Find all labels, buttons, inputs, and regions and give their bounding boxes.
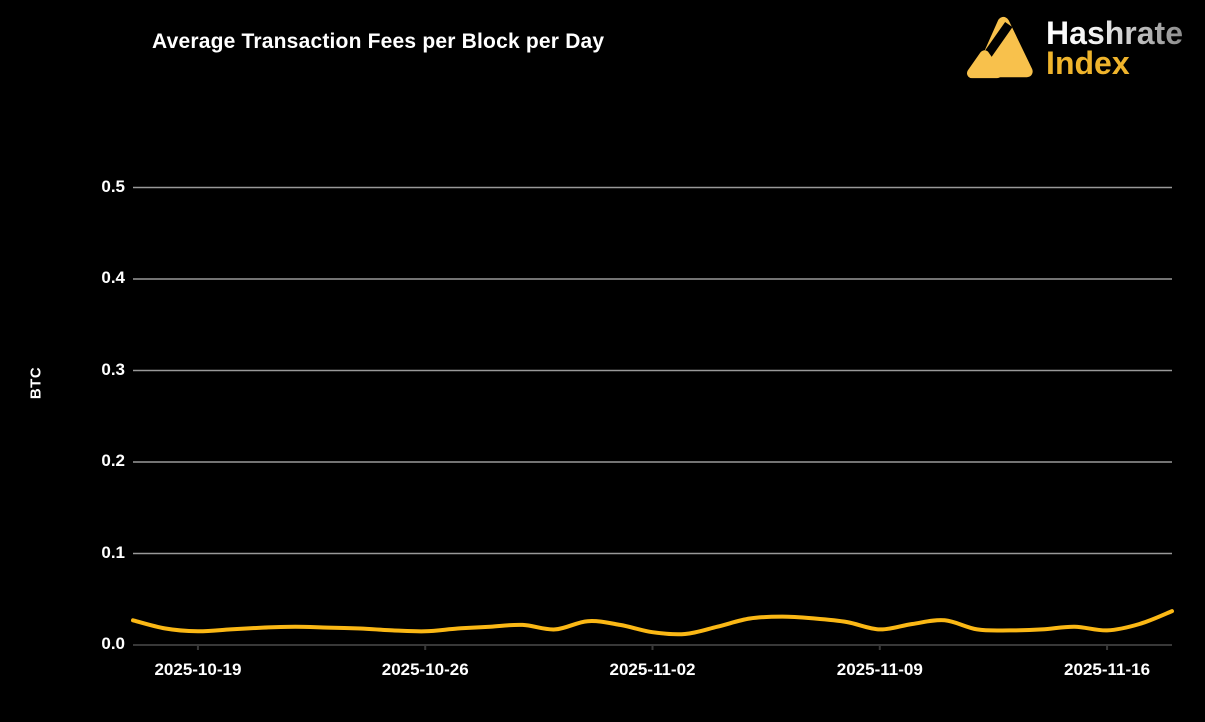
y-tick-label-0.4: 0.4 bbox=[101, 268, 125, 287]
x-tick-label-2025-11-02: 2025-11-02 bbox=[609, 660, 696, 679]
y-tick-label-0.3: 0.3 bbox=[101, 359, 125, 379]
logo-text-hashrate: Hashrate bbox=[1046, 15, 1183, 51]
y-tick-label-0.5: 0.5 bbox=[101, 176, 125, 196]
logo-text-index: Index bbox=[1046, 45, 1130, 81]
y-tick-label-0.1: 0.1 bbox=[101, 542, 125, 562]
chart-title: Average Transaction Fees per Block per D… bbox=[152, 30, 605, 53]
hashrate-index-logo-icon bbox=[962, 16, 1033, 84]
x-tick-label-2025-10-26: 2025-10-26 bbox=[381, 660, 469, 679]
x-tick-label-2025-10-19: 2025-10-19 bbox=[154, 660, 242, 679]
x-tick-label-2025-11-16: 2025-11-16 bbox=[1064, 660, 1151, 679]
y-tick-label-0.2: 0.2 bbox=[101, 451, 125, 470]
logo-wordmark: Hashrate Index bbox=[1046, 15, 1183, 81]
hashrate-index-logo: Hashrate Index bbox=[962, 12, 1183, 84]
x-tick-label-2025-11-09: 2025-11-09 bbox=[836, 660, 923, 679]
y-tick-label-0.0: 0.0 bbox=[101, 634, 125, 653]
